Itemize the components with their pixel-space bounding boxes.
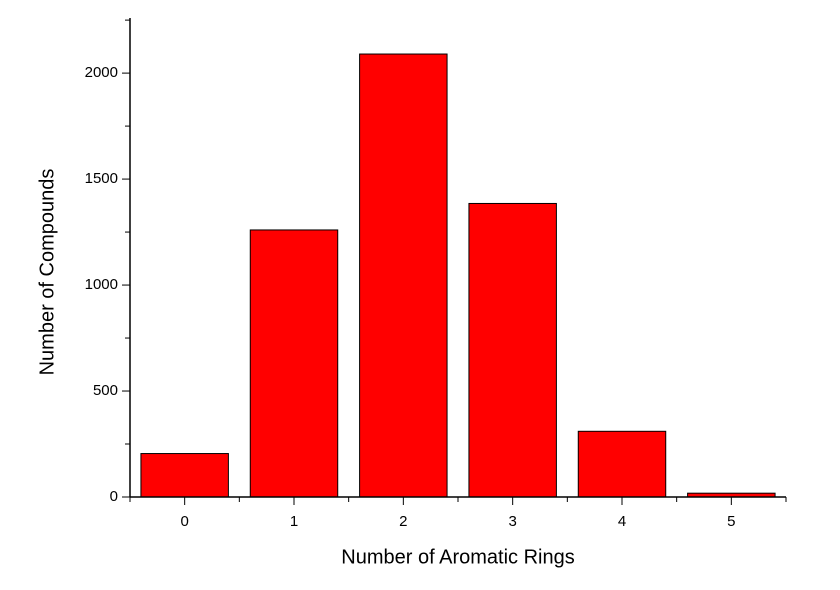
bar [359,53,448,498]
x-tick-label: 1 [290,513,298,530]
bar [577,430,667,498]
x-tick-label: 5 [727,513,735,530]
x-tick-label: 4 [618,513,626,530]
y-axis-title: Number of Compounds [36,169,58,376]
y-tick-label: 500 [93,382,118,399]
x-tick-label: 3 [508,513,516,530]
bar [140,453,229,498]
x-axis-title: Number of Aromatic Rings [341,546,574,568]
y-tick-label: 0 [110,488,118,505]
bar [249,229,339,498]
x-tick-label: 2 [399,513,407,530]
x-tick-label: 0 [180,513,188,530]
y-tick-label: 2000 [85,64,118,81]
bar [468,202,557,498]
y-tick-label: 1000 [85,276,118,293]
y-tick-label: 1500 [85,170,118,187]
